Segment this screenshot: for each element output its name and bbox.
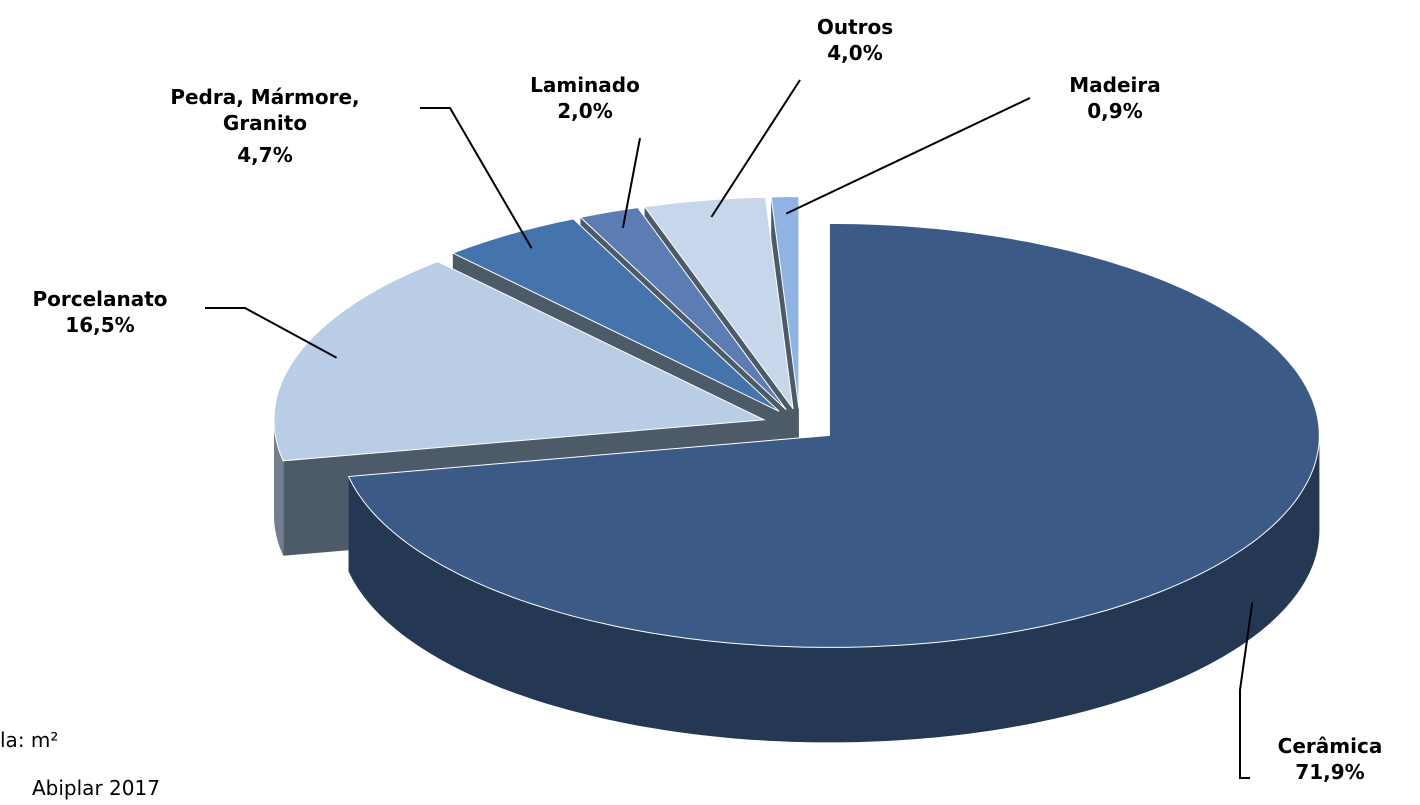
leader-line — [420, 107, 533, 249]
value-label: 4,0% — [827, 41, 883, 65]
slice-label: Laminado — [530, 73, 640, 97]
slice — [643, 196, 794, 410]
slice — [347, 222, 1320, 648]
slice-label: Cerâmica — [1277, 734, 1383, 758]
value-label: 2,0% — [557, 99, 613, 123]
unit-note: la: m² — [0, 728, 59, 752]
slice-label: Outros — [816, 15, 894, 39]
value-label: 16,5% — [65, 313, 135, 337]
slice-label: Madeira — [1069, 73, 1161, 97]
leader-line — [621, 137, 641, 229]
leader-line — [1239, 602, 1254, 779]
leader-line — [710, 79, 801, 218]
slice-side — [348, 435, 1320, 743]
slice-side — [274, 419, 284, 556]
value-label: 4,7% — [237, 143, 293, 167]
source-note: Abiplar 2017 — [32, 776, 160, 800]
slice — [579, 207, 787, 411]
leader-line — [205, 307, 338, 359]
leader-line — [785, 97, 1031, 215]
value-label: 0,9% — [1087, 99, 1143, 123]
slice-label: Pedra, Mármore, Granito — [170, 85, 360, 135]
slice — [451, 218, 780, 412]
slice — [770, 196, 800, 409]
value-label: 71,9% — [1295, 760, 1365, 784]
slice-label: Porcelanato — [32, 287, 168, 311]
slice — [273, 261, 766, 462]
